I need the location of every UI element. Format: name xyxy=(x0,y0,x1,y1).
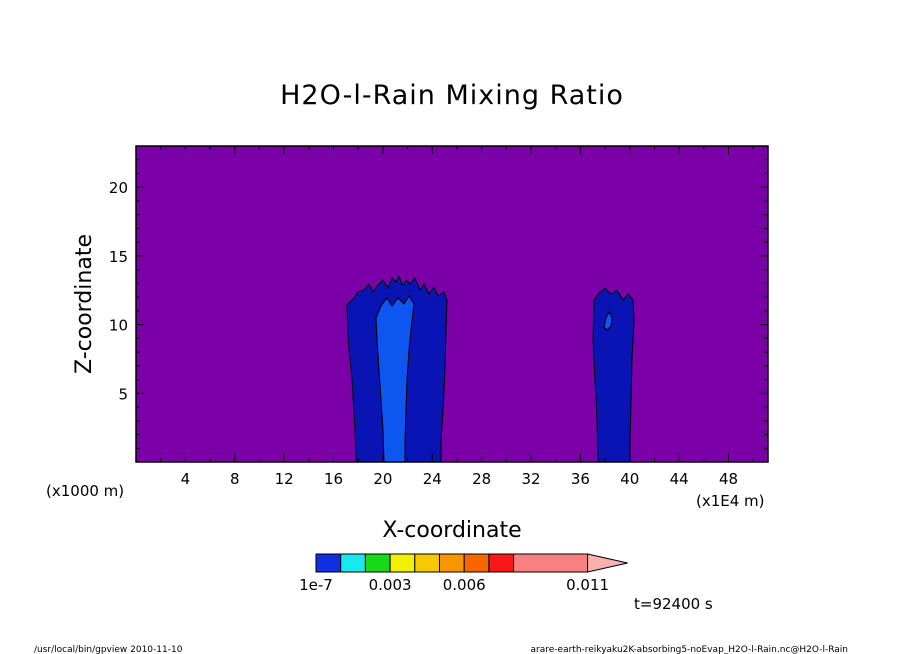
x-tick-label: 24 xyxy=(423,470,442,488)
plot-background xyxy=(136,146,768,462)
colorbar-cell xyxy=(389,553,416,573)
right-cloud-core xyxy=(603,310,613,331)
y-tick-label: 15 xyxy=(109,248,128,266)
x-tick-label: 32 xyxy=(521,470,540,488)
x-tick-label: 44 xyxy=(670,470,689,488)
right-cloud-outer xyxy=(592,287,635,463)
left-cloud-core xyxy=(375,295,415,463)
x-axis-ticks: 4 8 12 16 20 24 28 32 36 40 44 48 xyxy=(160,146,754,488)
colorbar-label: 1e-7 xyxy=(299,576,333,594)
colorbar-cell xyxy=(439,553,465,573)
y-tick-label: 5 xyxy=(118,385,128,403)
colorbar-label: 0.011 xyxy=(566,576,609,594)
colorbar-label: 0.003 xyxy=(369,576,412,594)
colorbar-cell xyxy=(513,553,589,573)
x-tick-label: 40 xyxy=(620,470,639,488)
y-axis-ticks: 5 10 15 20 xyxy=(109,159,768,449)
x-axis-label: X-coordinate xyxy=(382,518,521,543)
x-tick-label: 36 xyxy=(571,470,590,488)
colorbar-labels: 1e-7 0.003 0.006 0.011 xyxy=(299,576,609,594)
y-axis-label: Z-coordinate xyxy=(72,234,97,374)
colorbar xyxy=(315,553,628,573)
y-axis-unit: (x1000 m) xyxy=(46,482,124,500)
chart-title: H2O-l-Rain Mixing Ratio xyxy=(280,80,624,111)
colorbar-cell xyxy=(463,553,490,573)
x-axis-unit: (x1E4 m) xyxy=(696,492,765,510)
y-tick-label: 10 xyxy=(109,317,128,335)
colorbar-cell xyxy=(364,553,391,573)
colorbar-extend-triangle xyxy=(587,553,628,573)
plot-frame xyxy=(135,145,769,463)
colorbar-label: 0.006 xyxy=(443,576,486,594)
x-tick-label: 16 xyxy=(324,470,343,488)
x-tick-label: 20 xyxy=(373,470,392,488)
y-tick-label: 20 xyxy=(109,179,128,197)
x-tick-label: 48 xyxy=(719,470,738,488)
x-tick-label: 28 xyxy=(472,470,491,488)
colorbar-cell xyxy=(315,553,342,573)
colorbar-cell xyxy=(340,553,366,573)
colorbar-cell xyxy=(488,553,515,573)
footer-left: /usr/local/bin/gpview 2010-11-10 xyxy=(34,645,183,654)
x-tick-label: 12 xyxy=(275,470,294,488)
colorbar-cell xyxy=(414,553,440,573)
time-label: t=92400 s xyxy=(634,595,713,613)
footer-right: arare-earth-reikyaku2K-absorbing5-noEvap… xyxy=(531,645,848,654)
x-tick-label: 4 xyxy=(181,470,191,488)
cloud-regions xyxy=(346,274,635,463)
x-tick-label: 8 xyxy=(230,470,240,488)
